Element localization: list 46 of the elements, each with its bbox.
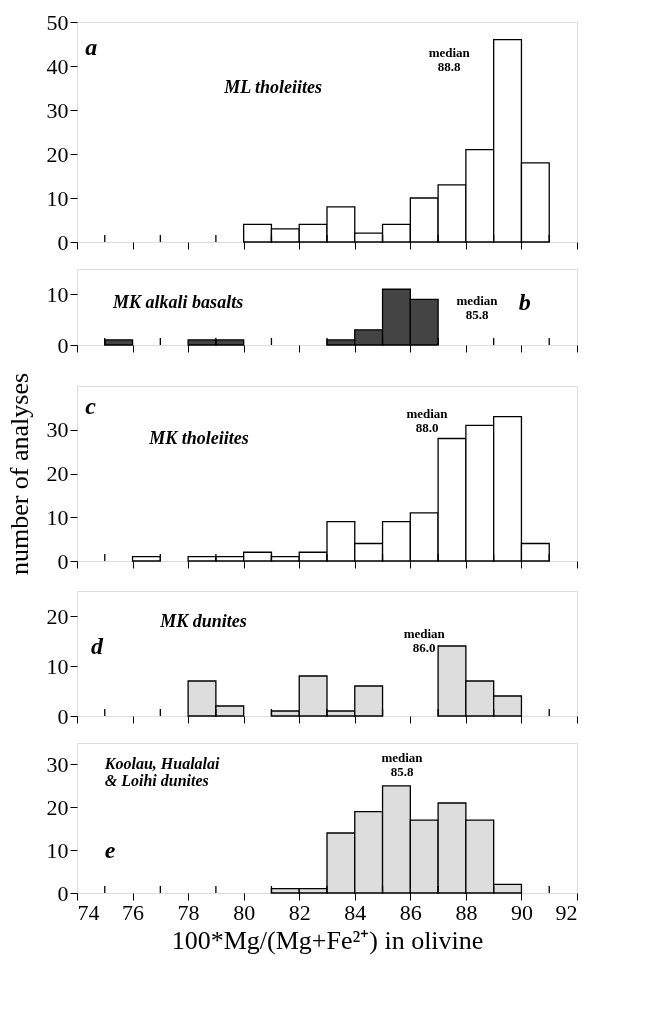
annotation: ML tholeiites bbox=[223, 77, 323, 97]
x-tick-label: 88 bbox=[455, 899, 478, 925]
y-tick-label: 20 bbox=[46, 461, 69, 486]
y-tick-label: 20 bbox=[46, 141, 69, 167]
annotation: c bbox=[85, 393, 97, 419]
annotation: MK dunites bbox=[159, 611, 247, 632]
x-tick-label: 90 bbox=[510, 899, 533, 925]
y-tick-label: 30 bbox=[46, 751, 69, 777]
y-tick-label: 10 bbox=[46, 837, 69, 863]
x-tick-label: 78 bbox=[177, 899, 200, 925]
annotation: a bbox=[85, 34, 98, 61]
y-tick-label: 20 bbox=[46, 603, 69, 629]
y-tick-label: 40 bbox=[46, 53, 69, 79]
annotation: e bbox=[104, 837, 116, 863]
y-tick-label: 30 bbox=[46, 417, 69, 443]
y-axis-title: number of analyses bbox=[4, 372, 34, 576]
y-tick-label: 10 bbox=[46, 504, 69, 530]
annotation: median 86.0 bbox=[403, 625, 446, 655]
y-tick-label: 30 bbox=[46, 97, 69, 123]
y-tick-label: 0 bbox=[57, 229, 69, 255]
annotation: MK alkali basalts bbox=[112, 292, 244, 313]
y-tick-label: 20 bbox=[46, 794, 69, 820]
annotation: median 88.0 bbox=[406, 406, 449, 435]
annotation: Koolau, Hualalai & Loihi dunites bbox=[103, 755, 221, 789]
x-tick-label: 84 bbox=[344, 899, 367, 925]
y-tick-label: 10 bbox=[46, 185, 69, 211]
y-tick-label: 10 bbox=[46, 653, 69, 679]
y-tick-label: 50 bbox=[46, 9, 69, 35]
x-tick-label: 74 bbox=[77, 899, 100, 925]
y-tick-label: 0 bbox=[57, 548, 69, 574]
annotation: median 88.8 bbox=[428, 44, 471, 74]
x-tick-label: 80 bbox=[233, 899, 256, 925]
annotation: median 85.8 bbox=[456, 292, 499, 322]
x-axis-title: 100*Mg/(Mg+Fe²⁺) in olivine bbox=[171, 925, 484, 955]
annotation: MK tholeiites bbox=[148, 427, 249, 448]
x-tick-label: 86 bbox=[399, 899, 422, 925]
y-tick-label: 0 bbox=[57, 880, 69, 906]
y-tick-label: 10 bbox=[46, 281, 69, 307]
annotation: d bbox=[90, 633, 104, 660]
x-tick-label: 82 bbox=[288, 899, 311, 925]
x-tick-label: 92 bbox=[555, 899, 578, 925]
annotation: b bbox=[518, 289, 531, 316]
annotation: median 85.8 bbox=[381, 750, 424, 779]
y-tick-label: 0 bbox=[57, 703, 69, 729]
x-tick-label: 76 bbox=[122, 899, 145, 925]
y-tick-label: 0 bbox=[57, 332, 69, 358]
